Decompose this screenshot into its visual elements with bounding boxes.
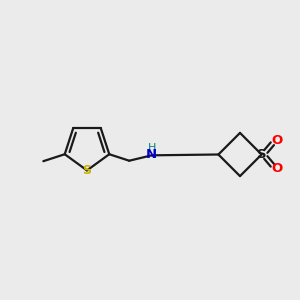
Text: O: O	[271, 134, 282, 147]
Text: H: H	[148, 143, 156, 153]
Text: N: N	[146, 148, 157, 161]
Text: O: O	[271, 162, 282, 176]
Text: S: S	[82, 164, 91, 177]
Text: S: S	[257, 148, 267, 161]
